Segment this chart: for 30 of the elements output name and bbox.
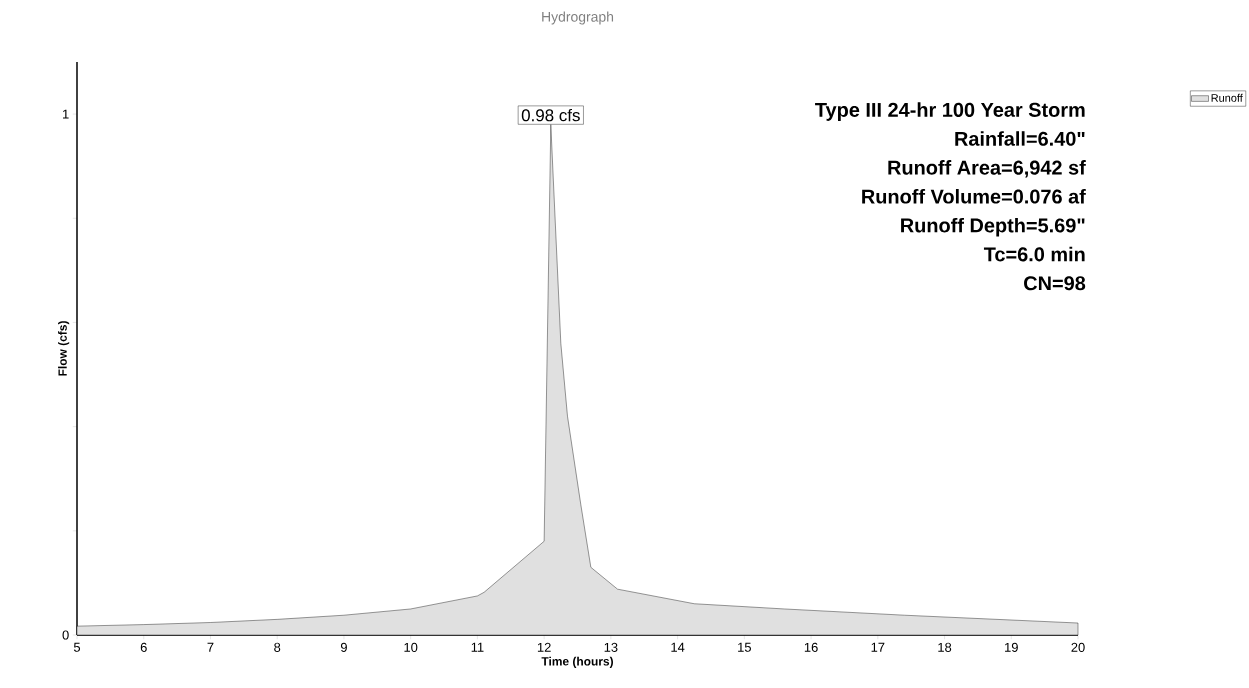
x-tick-label: 14 [671,642,685,652]
annotation: 0.98 cfs [521,108,580,122]
x-tick-label: 17 [871,642,885,652]
chart-title: Hydrograph [542,11,614,25]
annotation: Type III 24-hr 100 Year Storm [815,102,1085,121]
annotation: CN=98 [1024,276,1086,291]
annotation: Tc=6.0 min [983,246,1085,262]
x-axis-title: Time (hours) [541,656,613,668]
x-tick-label: 8 [274,642,281,652]
x-tick-label: 9 [340,642,347,652]
x-tick-label: 6 [140,642,147,652]
annotation: Runoff Area=6,942 sf [888,160,1086,178]
x-tick-label: 18 [938,642,952,652]
y-axis-title: Flow (cfs) [58,321,70,376]
y-tick-label: 1 [63,109,69,119]
x-tick-label: 19 [1005,642,1018,652]
x-tick-label: 10 [404,642,418,652]
x-tick-label: 5 [73,642,81,652]
annotation: Rainfall=6.40" [955,131,1085,146]
x-tick-label: 20 [1071,642,1085,652]
legend-label: Runoff [1211,93,1243,102]
x-tick-label: 15 [738,642,751,652]
annotation: Runoff Volume=0.076 af [862,188,1086,204]
annotation: Runoff Depth=5.69" [901,217,1085,237]
x-tick-label: 13 [604,642,618,652]
x-tick-label: 7 [207,642,214,652]
x-tick-label: 16 [804,642,818,652]
y-tick-label: 0 [62,630,69,640]
x-tick-label: 12 [537,642,551,652]
x-tick-label: 11 [471,642,484,652]
